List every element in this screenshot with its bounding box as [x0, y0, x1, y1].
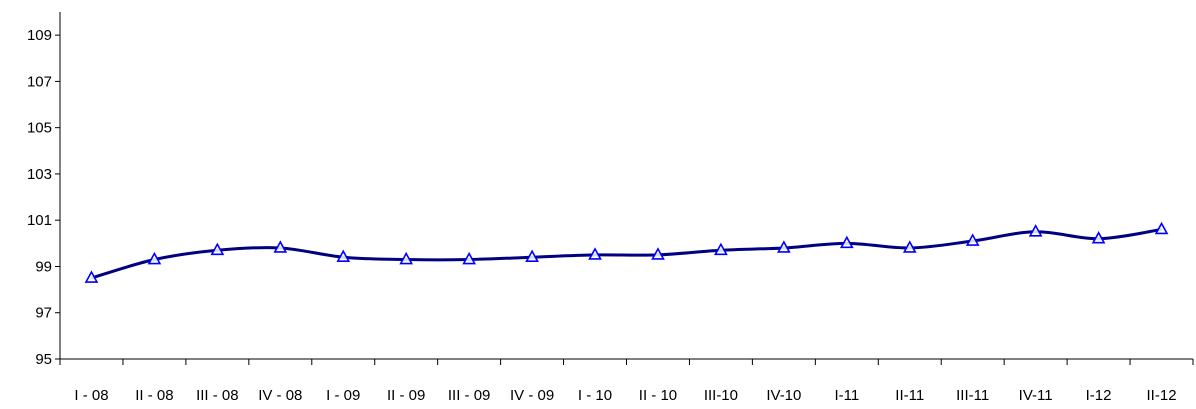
- x-tick-label: IV - 09: [510, 387, 554, 404]
- y-axis-ticks: 95 97 99 101 103 105 107 109: [27, 27, 60, 368]
- y-tick-label: 103: [27, 166, 52, 183]
- data-point-marker: [714, 242, 728, 256]
- x-tick-label: IV-10: [766, 387, 801, 404]
- data-point-marker: [210, 242, 225, 256]
- data-point-marker: [84, 270, 99, 283]
- data-point-marker: [525, 249, 539, 263]
- x-tick-label: III - 09: [448, 387, 491, 404]
- data-point-marker: [1154, 221, 1169, 235]
- y-tick-label: 109: [27, 27, 52, 44]
- series-line: [91, 227, 1162, 280]
- x-tick-label: III-11: [956, 387, 989, 404]
- x-tick-label: II-12: [1147, 387, 1177, 404]
- y-tick-label: 97: [35, 305, 52, 322]
- x-axis-ticks: I - 08 II - 08 III - 08 IV - 08 I - 09 II - 0…: [59, 359, 1194, 404]
- data-point-marker: [777, 240, 791, 253]
- x-tick-label: II - 10: [639, 387, 677, 404]
- data-point-marker: [902, 240, 917, 253]
- x-tick-label: I - 08: [74, 387, 108, 404]
- data-point-marker: [273, 240, 288, 253]
- data-point-marker: [336, 249, 351, 263]
- y-tick-label: 95: [35, 351, 52, 368]
- x-tick-label: IV-11: [1019, 387, 1053, 404]
- x-tick-label: I - 09: [326, 387, 360, 404]
- x-tick-label: II - 08: [135, 387, 173, 404]
- x-tick-label: III - 08: [196, 387, 239, 404]
- data-point-marker: [965, 233, 980, 246]
- x-tick-label: I-12: [1086, 387, 1112, 404]
- data-point-marker: [839, 235, 854, 249]
- series-layer: [84, 221, 1169, 283]
- axes: [59, 12, 1193, 360]
- data-point-marker: [588, 247, 602, 260]
- y-tick-label: 99: [35, 258, 52, 275]
- x-tick-label: III-10: [704, 387, 738, 404]
- x-tick-label: II-11: [895, 387, 924, 404]
- x-tick-label: II - 09: [387, 387, 425, 404]
- x-tick-label: IV - 08: [258, 387, 302, 404]
- data-point-marker: [1028, 224, 1043, 237]
- data-point-marker: [1091, 231, 1106, 244]
- data-point-marker: [651, 247, 665, 260]
- data-point-marker: [399, 251, 414, 265]
- x-tick-label: I-11: [834, 387, 859, 404]
- y-tick-label: 105: [27, 120, 52, 137]
- data-point-marker: [462, 251, 476, 265]
- y-tick-label: 107: [27, 73, 52, 90]
- y-tick-label: 101: [27, 212, 52, 229]
- x-tick-label: I - 10: [578, 387, 612, 404]
- data-point-marker: [147, 251, 162, 265]
